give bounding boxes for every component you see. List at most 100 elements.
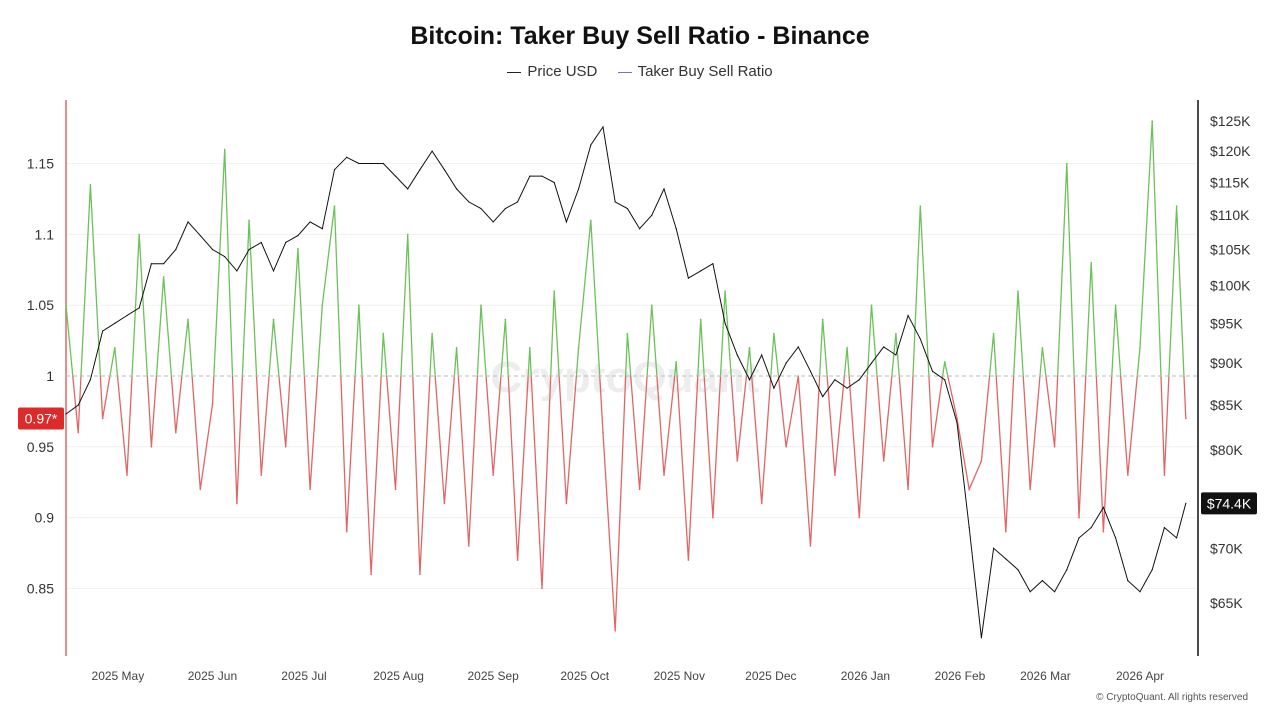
price-point	[1176, 537, 1178, 539]
ratio-point	[943, 361, 946, 363]
price-point	[541, 175, 543, 177]
price-point	[736, 354, 738, 356]
right-axis-tick: $125K	[1210, 113, 1251, 129]
ratio-point	[773, 332, 775, 335]
last-price-label: $74.4K	[1207, 495, 1252, 511]
ratio-point	[590, 219, 592, 222]
price-point	[1005, 558, 1007, 560]
ratio-point	[907, 488, 909, 491]
right-axis-tick: $110K	[1210, 207, 1250, 223]
legend: Price USD Taker Buy Sell Ratio	[0, 63, 1280, 80]
left-axis-tick: 0.9	[35, 510, 55, 526]
last-ratio-label: 0.97*	[25, 410, 58, 426]
legend-item-price[interactable]: Price USD	[507, 63, 597, 80]
price-point	[822, 396, 824, 398]
price-point	[248, 248, 250, 251]
ratio-point	[467, 545, 470, 547]
right-axis-tick: $100K	[1210, 277, 1251, 293]
ratio-point	[431, 332, 433, 335]
ratio-point	[821, 318, 824, 321]
price-point	[1090, 526, 1092, 529]
price-point	[443, 169, 445, 171]
ratio-point	[101, 417, 104, 420]
price-point	[224, 255, 226, 258]
price-point	[492, 221, 494, 223]
ratio-point	[260, 474, 263, 476]
price-point	[1102, 506, 1105, 508]
ratio-point	[968, 488, 970, 491]
price-point	[626, 207, 629, 210]
left-axis-tick: 0.95	[27, 439, 54, 455]
price-point	[529, 175, 531, 177]
price-point	[834, 379, 836, 381]
price-point	[211, 248, 214, 251]
legend-item-ratio[interactable]: Taker Buy Sell Ratio	[617, 63, 773, 80]
price-point	[297, 234, 299, 237]
ratio-point	[553, 290, 555, 292]
price-point	[1163, 526, 1166, 529]
right-axis-tick: $95K	[1210, 315, 1243, 331]
price-point	[358, 162, 360, 165]
price-point	[1029, 591, 1031, 593]
price-point	[944, 379, 946, 381]
price-point	[578, 188, 580, 190]
price-point	[1078, 537, 1080, 539]
last-price-badge	[1201, 492, 1257, 515]
last-ratio-badge	[18, 407, 64, 430]
ratio-point	[1139, 346, 1141, 349]
x-axis-tick: 2025 Oct	[560, 669, 609, 683]
ratio-point	[455, 346, 458, 349]
price-point	[748, 379, 751, 381]
ratio-point	[1175, 205, 1178, 207]
ratio-point	[638, 488, 641, 491]
price-point	[65, 413, 67, 415]
ratio-point	[748, 346, 751, 349]
ratio-point	[516, 559, 519, 561]
price-point	[931, 370, 934, 372]
left-axis-tick: 1.1	[35, 226, 55, 242]
ratio-point	[1078, 516, 1080, 519]
price-point	[1127, 580, 1129, 582]
ratio-point	[651, 304, 653, 307]
x-axis-tick: 2025 Jun	[188, 669, 237, 683]
ratio-point	[504, 318, 507, 321]
price-point	[956, 422, 958, 424]
ratio-point	[1090, 261, 1093, 264]
ratio-point	[565, 502, 568, 505]
price-point	[675, 228, 677, 230]
price-point	[992, 547, 995, 549]
ratio-point	[895, 332, 897, 335]
ratio-point	[236, 502, 238, 505]
price-point	[883, 346, 885, 348]
ratio-point	[919, 205, 922, 207]
ratio-point	[272, 318, 275, 321]
ratio-point	[345, 530, 348, 533]
ratio-point	[1017, 290, 1019, 292]
price-point	[712, 263, 714, 265]
price-point	[504, 207, 506, 210]
price-point	[455, 188, 458, 190]
left-axis-tick: 0.85	[27, 580, 54, 596]
ratio-point	[1053, 446, 1056, 448]
ratio-point	[419, 573, 421, 576]
ratio-point	[1004, 530, 1007, 533]
ratio-point	[1151, 120, 1154, 122]
ratio-point	[89, 184, 92, 186]
ratio-point	[1127, 474, 1129, 476]
price-point	[565, 221, 567, 223]
price-point	[370, 162, 372, 165]
price-point	[663, 188, 665, 190]
x-axis-tick: 2025 Sep	[467, 669, 519, 683]
price-point	[309, 221, 311, 223]
price-point	[797, 346, 799, 348]
ratio-point	[663, 474, 665, 476]
right-axis-tick: $65K	[1210, 595, 1243, 611]
x-axis-tick: 2026 Mar	[1020, 669, 1071, 683]
ratio-point	[675, 361, 678, 363]
ratio-point	[760, 502, 763, 505]
ratio-point	[541, 587, 543, 590]
ratio-point	[138, 233, 141, 236]
ratio-point	[712, 516, 714, 519]
price-point	[1185, 502, 1187, 504]
price-point	[163, 263, 165, 265]
